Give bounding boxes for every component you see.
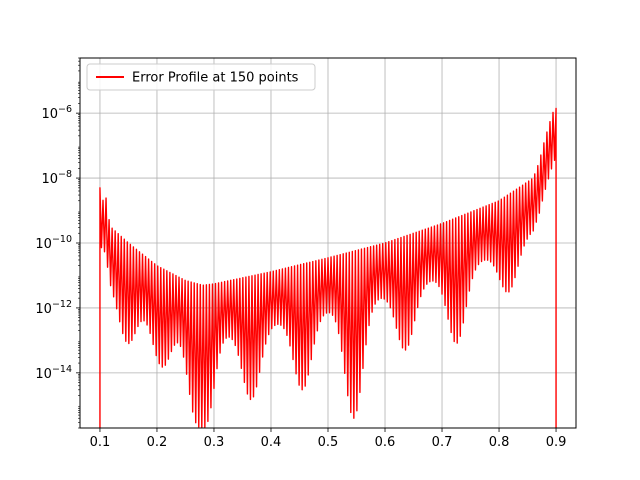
y-tick-label: 10−14 [35,364,72,382]
legend-label: Error Profile at 150 points [132,71,299,86]
x-tick-label: 0.1 [90,435,111,450]
axis-ticks: 0.1 0.2 0.3 0.4 0.5 0.6 0.7 0.8 0.9 10−14 10−12 10−… [35,57,567,450]
x-tick-label: 0.9 [546,435,567,450]
x-tick-label: 0.5 [318,435,339,450]
x-tick-label: 0.2 [147,435,168,450]
x-tick-label: 0.4 [261,435,282,450]
y-tick-label: 10−8 [41,169,72,187]
legend: Error Profile at 150 points [86,63,316,91]
x-tick-label: 0.7 [432,435,453,450]
x-tick-label: 0.6 [375,435,396,450]
y-tick-label: 10−12 [35,299,72,317]
series-line-error-profile [99,107,557,428]
y-tick-label: 10−6 [41,104,72,122]
x-tick-label: 0.8 [489,435,510,450]
x-tick-label: 0.3 [204,435,225,450]
y-tick-label: 10−10 [35,234,72,252]
legend-box [86,63,316,91]
plot-area [99,107,557,428]
